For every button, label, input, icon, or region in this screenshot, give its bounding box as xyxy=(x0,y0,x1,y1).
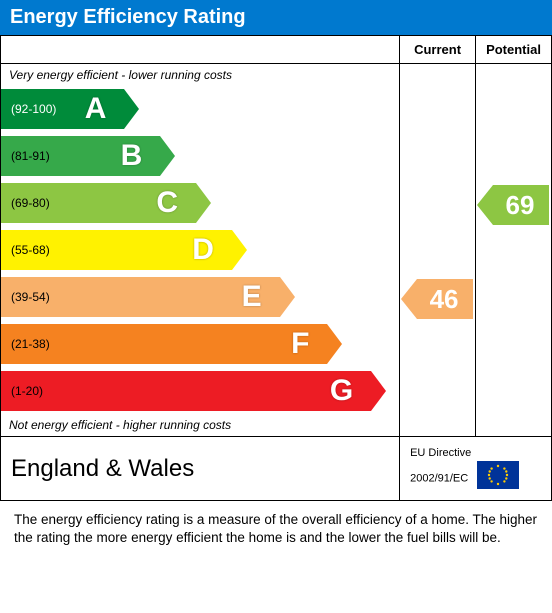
band-bar-a: (92-100)A xyxy=(1,89,124,129)
band-letter: A xyxy=(85,92,125,126)
bands-column: Very energy efficient - lower running co… xyxy=(1,64,400,437)
band-arrow-icon xyxy=(327,324,342,364)
band-arrow-icon xyxy=(232,230,247,270)
band-bar-b: (81-91)B xyxy=(1,136,160,176)
footer-directive-cell: EU Directive 2002/91/EC xyxy=(400,437,552,501)
directive-line1: EU Directive xyxy=(410,447,471,459)
footer-region-cell: England & Wales xyxy=(1,437,400,501)
band-e: (39-54)E xyxy=(1,275,399,319)
band-bar-c: (69-80)C xyxy=(1,183,196,223)
band-d: (55-68)D xyxy=(1,228,399,272)
band-arrow-icon xyxy=(160,136,175,176)
band-a: (92-100)A xyxy=(1,87,399,131)
note-inefficient: Not energy efficient - higher running co… xyxy=(1,416,399,436)
chevron-left-icon xyxy=(477,185,493,225)
band-range: (69-80) xyxy=(1,196,156,210)
band-arrow-icon xyxy=(124,89,139,129)
band-arrow-icon xyxy=(196,183,211,223)
potential-pointer: 69 xyxy=(477,185,549,225)
band-bar-e: (39-54)E xyxy=(1,277,280,317)
band-b: (81-91)B xyxy=(1,134,399,178)
chart-table: Current Potential Very energy efficient … xyxy=(0,35,552,501)
band-range: (81-91) xyxy=(1,149,121,163)
directive-line2: 2002/91/EC xyxy=(410,473,468,485)
bands-header-empty xyxy=(1,36,400,64)
chevron-left-icon xyxy=(401,279,417,319)
band-range: (39-54) xyxy=(1,290,242,304)
current-score: 46 xyxy=(417,279,473,319)
band-bar-g: (1-20)G xyxy=(1,371,371,411)
band-arrow-icon xyxy=(371,371,386,411)
band-g: (1-20)G xyxy=(1,369,399,413)
potential-score: 69 xyxy=(493,185,549,225)
band-range: (92-100) xyxy=(1,102,85,116)
note-efficient: Very energy efficient - lower running co… xyxy=(1,64,399,84)
band-arrow-icon xyxy=(280,277,295,317)
band-bar-f: (21-38)F xyxy=(1,324,327,364)
band-letter: D xyxy=(192,233,232,267)
description-text: The energy efficiency rating is a measur… xyxy=(0,501,552,547)
epc-chart: Energy Efficiency Rating Current Potenti… xyxy=(0,0,552,547)
current-header: Current xyxy=(400,36,476,64)
band-c: (69-80)C xyxy=(1,181,399,225)
potential-column: 69 xyxy=(476,64,552,437)
current-column: 46 xyxy=(400,64,476,437)
band-range: (55-68) xyxy=(1,243,192,257)
band-range: (21-38) xyxy=(1,337,291,351)
band-range: (1-20) xyxy=(1,384,330,398)
region-text: England & Wales xyxy=(11,455,194,482)
band-letter: B xyxy=(121,139,161,173)
potential-header: Potential xyxy=(476,36,552,64)
current-pointer: 46 xyxy=(401,279,473,319)
band-letter: E xyxy=(242,280,280,314)
band-letter: F xyxy=(291,327,327,361)
eu-flag-icon xyxy=(477,461,519,494)
band-letter: G xyxy=(330,374,371,408)
band-letter: C xyxy=(156,186,196,220)
title-bar: Energy Efficiency Rating xyxy=(0,0,552,35)
band-f: (21-38)F xyxy=(1,322,399,366)
band-bar-d: (55-68)D xyxy=(1,230,232,270)
